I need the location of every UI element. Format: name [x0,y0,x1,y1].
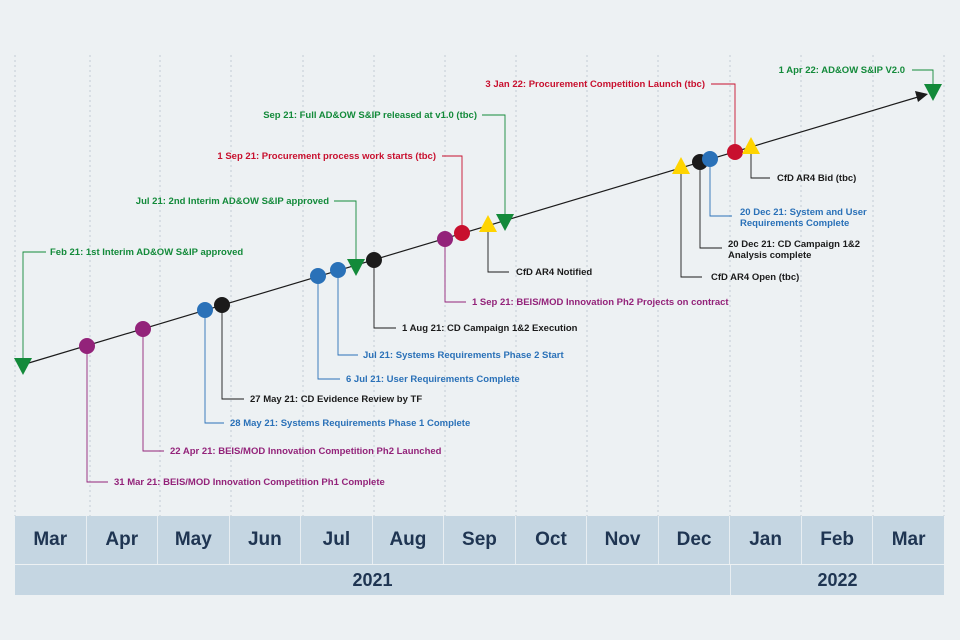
event-1sep21-procurement-leader [442,155,463,233]
month-label: Jun [230,516,302,564]
event-cfd-ar4-bid-leader [750,146,770,179]
event-1apr22-v2-marker [924,84,942,101]
event-20dec21-sys-user-leader [709,159,732,217]
event-28may21-sysreq1-marker [197,302,213,318]
leader-lines [22,69,934,483]
event-labels: Feb 21: 1st Interim AD&OW S&IP approved 3… [50,65,905,488]
event-28may21-sysreq1-label: 28 May 21: Systems Requirements Phase 1 … [230,418,470,429]
event-jul21-interim2-marker [347,259,365,276]
event-20dec21-sys-user-marker [702,151,718,167]
event-feb21-interim-marker [14,358,32,375]
event-3jan22-procurement-launch-marker [727,144,743,160]
event-6jul21-userreq-marker [310,268,326,284]
event-22apr21-ph2-leader [142,329,164,452]
event-cfd-ar4-open-leader [680,166,702,278]
event-1sep21-procurement-label: 1 Sep 21: Procurement process work start… [217,151,436,162]
event-cfd-ar4-notified-marker [479,215,497,232]
event-1apr22-v2-label: 1 Apr 22: AD&OW S&IP V2.0 [779,65,905,76]
event-cfd-ar4-bid-marker [742,137,760,154]
event-20dec21-sys-user-label: 20 Dec 21: System and User [740,207,867,218]
event-feb21-interim-leader [22,251,46,367]
month-label: Dec [659,516,731,564]
event-cfd-ar4-open-marker [672,157,690,174]
month-label: Aug [373,516,445,564]
event-3jan22-procurement-launch-label: 3 Jan 22: Procurement Competition Launch… [485,79,705,90]
month-label: Nov [587,516,659,564]
year-label-2021: 2021 [15,565,731,595]
month-label: Jul [301,516,373,564]
event-sep21-full-release-marker [496,214,514,231]
event-31mar21-ph1-marker [79,338,95,354]
month-label: Mar [891,529,926,550]
event-markers [14,84,942,375]
month-label: May [158,516,230,564]
month-label: Apr [87,516,159,564]
event-cfd-ar4-notified-leader [487,224,509,273]
event-jul21-sysreq2-label: Jul 21: Systems Requirements Phase 2 Sta… [363,350,564,361]
event-22apr21-ph2-label: 22 Apr 21: BEIS/MOD Innovation Competiti… [170,446,442,457]
event-22apr21-ph2-marker [135,321,151,337]
event-6jul21-userreq-leader [317,276,340,380]
event-jul21-interim2-leader [334,200,357,268]
month-label: Sep [444,516,516,564]
event-1aug21-cd-exec-label: 1 Aug 21: CD Campaign 1&2 Execution [402,323,578,334]
event-3jan22-procurement-launch-leader [711,83,736,152]
event-27may21-cd-review-leader [221,305,244,400]
event-cfd-ar4-notified-label: CfD AR4 Notified [516,267,592,278]
year-label-2022: 2022 [817,569,858,590]
event-27may21-cd-review-label: 27 May 21: CD Evidence Review by TF [250,394,422,405]
event-1sep21-ph2-contract-leader [444,239,466,303]
year-axis: 2021 2022 [15,565,944,595]
event-1aug21-cd-exec-leader [373,260,396,329]
event-27may21-cd-review-marker [214,297,230,313]
event-sep21-full-release-leader [482,114,506,223]
event-sep21-full-release-label: Sep 21: Full AD&OW S&IP released at v1.0… [263,110,477,121]
event-jul21-sysreq2-leader [337,270,358,356]
event-cfd-ar4-open-label: CfD AR4 Open (tbc) [711,272,799,283]
event-1aug21-cd-exec-marker [366,252,382,268]
event-1sep21-ph2-contract-marker [437,231,453,247]
month-axis: Mar Apr May Jun Jul Aug Sep Oct Nov Dec … [15,516,944,564]
event-6jul21-userreq-label: 6 Jul 21: User Requirements Complete [346,374,520,385]
month-label: Feb [802,516,874,564]
event-1sep21-ph2-contract-label: 1 Sep 21: BEIS/MOD Innovation Ph2 Projec… [472,297,729,308]
event-20dec21-cd-analysis-label: Analysis complete [728,250,811,261]
event-jul21-interim2-label: Jul 21: 2nd Interim AD&OW S&IP approved [136,196,329,207]
event-31mar21-ph1-label: 31 Mar 21: BEIS/MOD Innovation Competiti… [114,477,385,488]
timeline-axis-line [21,96,919,366]
event-20dec21-sys-user-label: Requirements Complete [740,218,849,229]
event-jul21-sysreq2-marker [330,262,346,278]
month-label: Mar [15,516,87,564]
month-label: Jan [730,516,802,564]
event-cfd-ar4-bid-label: CfD AR4 Bid (tbc) [777,173,856,184]
event-28may21-sysreq1-leader [204,310,224,424]
event-feb21-interim-label: Feb 21: 1st Interim AD&OW S&IP approved [50,247,243,258]
month-gridlines [14,55,945,516]
event-31mar21-ph1-leader [86,346,108,483]
event-1sep21-procurement-marker [454,225,470,241]
month-label: Oct [516,516,588,564]
event-20dec21-cd-analysis-leader [699,162,722,249]
timeline-arrowhead [915,91,928,102]
event-20dec21-cd-analysis-label: 20 Dec 21: CD Campaign 1&2 [728,239,860,250]
